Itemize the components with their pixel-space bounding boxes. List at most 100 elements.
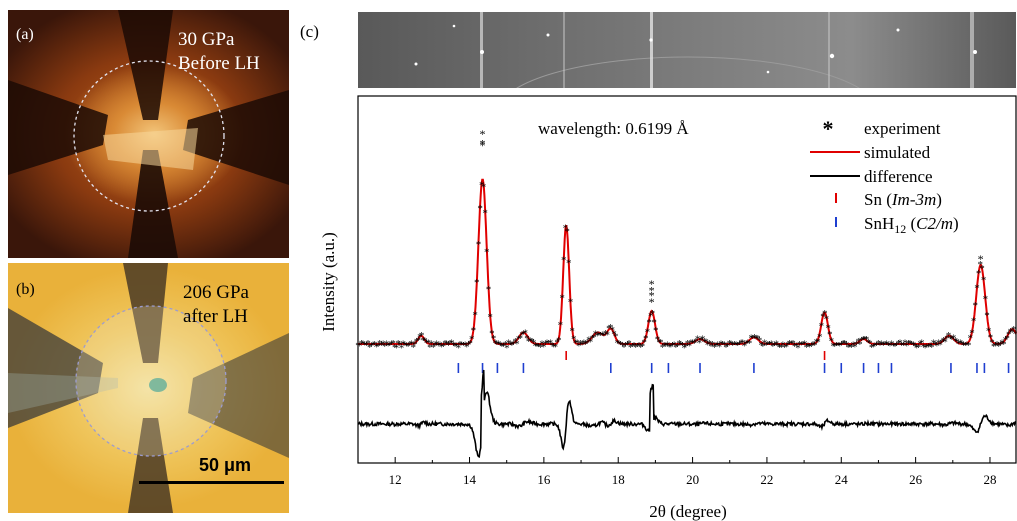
x-tick-label: 12 bbox=[389, 472, 402, 487]
experiment-point: * bbox=[733, 340, 739, 352]
experiment-point: * bbox=[899, 340, 905, 352]
experiment-point: * bbox=[554, 337, 560, 349]
experiment-point: * bbox=[773, 339, 779, 351]
experiment-point: * bbox=[702, 336, 708, 348]
experiment-point: * bbox=[676, 338, 682, 350]
experiment-point: * bbox=[588, 336, 594, 348]
experiment-point: * bbox=[603, 328, 609, 340]
experiment-point: * bbox=[404, 340, 410, 352]
experiment-point: * bbox=[621, 342, 627, 354]
experiment-point: * bbox=[524, 333, 530, 345]
experiment-point: * bbox=[514, 338, 520, 350]
experiment-point: * bbox=[792, 341, 798, 353]
experiment-point: * bbox=[469, 334, 475, 346]
experiment-point: * bbox=[934, 340, 940, 352]
experiment-point: * bbox=[432, 340, 438, 352]
experiment-point: * bbox=[442, 338, 448, 350]
experiment-point: * bbox=[365, 338, 371, 350]
experiment-point: * bbox=[451, 340, 457, 352]
x-axis-ticks: 12 14 16 18 20 22 24 26 28 bbox=[357, 457, 996, 487]
experiment-point: * bbox=[420, 335, 426, 347]
pressure-label-a: 30 GPa bbox=[178, 29, 235, 50]
experiment-point: * bbox=[800, 339, 806, 351]
experiment-point: * bbox=[697, 337, 703, 349]
experiment-point: * bbox=[854, 339, 860, 351]
state-label-b: after LH bbox=[183, 306, 248, 327]
panel-b-condition: 206 GPa after LH bbox=[183, 281, 249, 329]
experiment-point: * bbox=[748, 333, 754, 345]
wavelength-annotation: wavelength: 0.6199 Å bbox=[538, 119, 689, 138]
experiment-point: * bbox=[799, 339, 805, 351]
experiment-point: * bbox=[678, 339, 684, 351]
experiment-point: * bbox=[810, 339, 816, 351]
experiment-point: * bbox=[874, 340, 880, 352]
experiment-point: * bbox=[439, 341, 445, 353]
experiment-point: * bbox=[790, 338, 796, 350]
experiment-point: * bbox=[370, 340, 376, 352]
experiment-point: * bbox=[904, 341, 910, 353]
experiment-point: * bbox=[752, 332, 758, 344]
experiment-point: * bbox=[502, 339, 508, 351]
experiment-point: * bbox=[722, 340, 728, 352]
experiment-point: * bbox=[611, 329, 617, 341]
experiment-point: * bbox=[628, 342, 634, 354]
experiment-point: * bbox=[906, 338, 912, 350]
experiment-point: * bbox=[892, 341, 898, 353]
y-axis-label: Intensity (a.u.) bbox=[319, 232, 338, 332]
experiment-point: * bbox=[909, 339, 915, 351]
experiment-point: * bbox=[589, 333, 595, 345]
experiment-point: * bbox=[817, 331, 823, 343]
experiment-point: * bbox=[865, 337, 871, 349]
experiment-point: * bbox=[541, 342, 547, 354]
experiment-point: * bbox=[610, 324, 616, 336]
xrd-detector-image bbox=[358, 12, 1016, 88]
experiment-point: * bbox=[947, 333, 953, 345]
experiment-point: * bbox=[911, 340, 917, 352]
experiment-point: * bbox=[907, 338, 913, 350]
experiment-point: * bbox=[917, 338, 923, 350]
experiment-point: * bbox=[536, 341, 542, 353]
experiment-point: * bbox=[707, 338, 713, 350]
experiment-point: * bbox=[747, 338, 753, 350]
experiment-point: * bbox=[594, 331, 600, 343]
experiment-point: * bbox=[626, 338, 632, 350]
experiment-point: * bbox=[738, 338, 744, 350]
experiment-point: * bbox=[862, 334, 868, 346]
experiment-point: * bbox=[753, 334, 759, 346]
experiment-point: * bbox=[623, 340, 629, 352]
experiment-point: * bbox=[459, 340, 465, 352]
experiment-point: * bbox=[993, 340, 999, 352]
experiment-point: * bbox=[374, 341, 380, 353]
experiment-point: * bbox=[812, 340, 818, 352]
experiment-point: * bbox=[926, 341, 932, 353]
experiment-point: * bbox=[504, 342, 510, 354]
experiment-point: * bbox=[815, 336, 821, 348]
experiment-point: * bbox=[620, 340, 626, 352]
experiment-point: * bbox=[1004, 333, 1010, 345]
experiment-point: * bbox=[357, 340, 363, 352]
x-tick-label: 18 bbox=[612, 472, 625, 487]
experiment-point: * bbox=[809, 341, 815, 353]
experiment-point: * bbox=[887, 340, 893, 352]
experiment-point: * bbox=[998, 339, 1004, 351]
experiment-point: * bbox=[884, 339, 890, 351]
experiment-point: * bbox=[842, 338, 848, 350]
experiment-point: * bbox=[867, 338, 873, 350]
experiment-point: * bbox=[591, 332, 597, 344]
experiment-point: * bbox=[951, 333, 957, 345]
experiment-point: * bbox=[476, 239, 482, 251]
experiment-series: ****************************************… bbox=[355, 127, 1017, 355]
diamond-anvil-image-a bbox=[8, 10, 289, 258]
experiment-point: * bbox=[389, 338, 395, 350]
experiment-point: * bbox=[431, 342, 437, 354]
experiment-point: * bbox=[668, 341, 674, 353]
experiment-point: * bbox=[857, 339, 863, 351]
experiment-point: * bbox=[763, 340, 769, 352]
experiment-point: * bbox=[526, 336, 532, 348]
experiment-point: * bbox=[768, 339, 774, 351]
experiment-point: * bbox=[564, 226, 570, 238]
experiment-point: * bbox=[717, 342, 723, 354]
legend-sn-label: Sn (Im-3m) bbox=[864, 190, 942, 209]
experiment-point: * bbox=[720, 339, 726, 351]
experiment-point: * bbox=[946, 330, 952, 342]
